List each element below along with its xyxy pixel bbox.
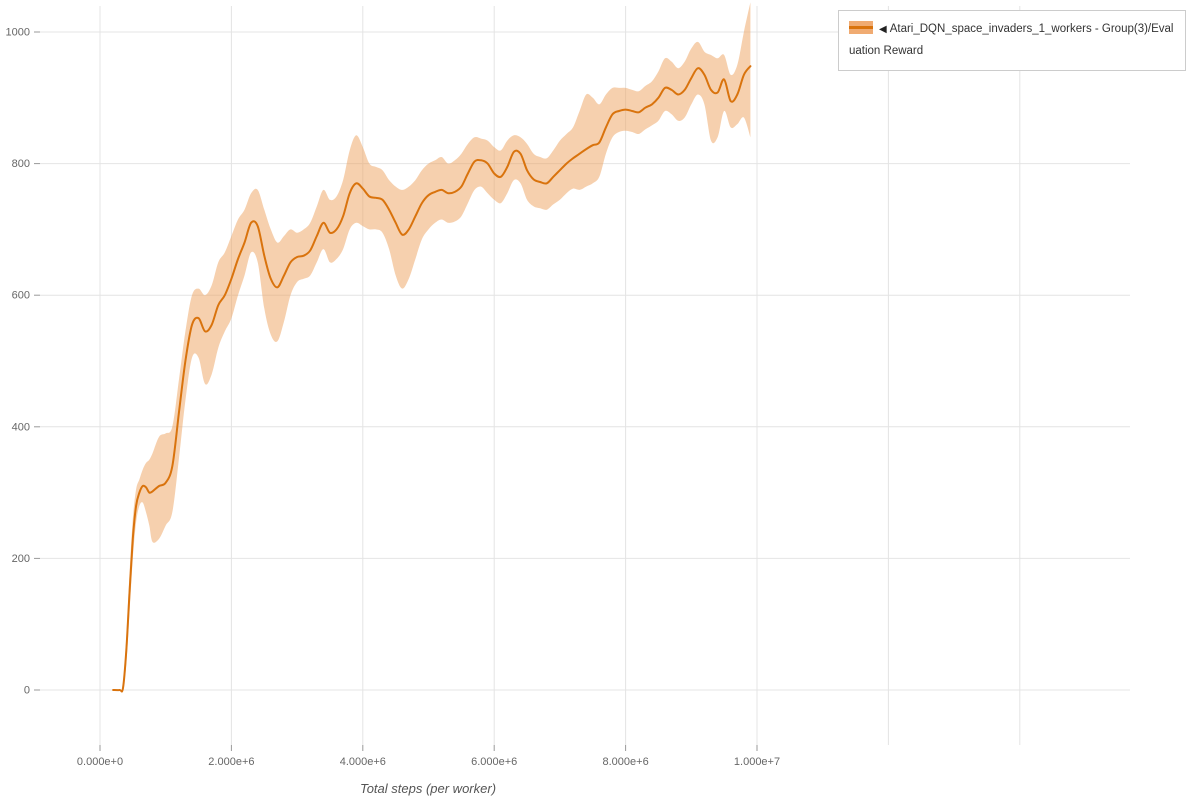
y-tick-label: 600 [12, 290, 30, 302]
x-tick-label: 4.000e+6 [340, 756, 386, 768]
legend-swatch-line [849, 26, 873, 29]
y-tick-label: 0 [24, 685, 30, 697]
y-tick-label: 400 [12, 421, 30, 433]
x-tick-label: 8.000e+6 [603, 756, 649, 768]
y-tick-label: 800 [12, 158, 30, 170]
x-tick-label: 1.000e+7 [734, 756, 780, 768]
confidence-band [113, 2, 751, 692]
x-tick-label: 0.000e+0 [77, 756, 123, 768]
y-tick-label: 1000 [6, 27, 30, 39]
x-tick-label: 2.000e+6 [208, 756, 254, 768]
legend-collapse-icon[interactable]: ◀ [879, 24, 887, 35]
reward-line [112, 65, 752, 693]
legend-series-swatch [849, 21, 873, 34]
legend-box[interactable]: ◀ Atari_DQN_space_invaders_1_workers - Gr… [838, 10, 1186, 71]
x-tick-label: 6.000e+6 [471, 756, 517, 768]
y-tick-label: 200 [12, 553, 30, 565]
legend-series-label[interactable]: Atari_DQN_space_invaders_1_workers - Gro… [849, 23, 1174, 58]
x-axis-title: Total steps (per worker) [359, 781, 497, 796]
axes: 0.000e+0 2.000e+6 4.000e+6 6.000e+6 8.000e+6… [6, 27, 781, 769]
